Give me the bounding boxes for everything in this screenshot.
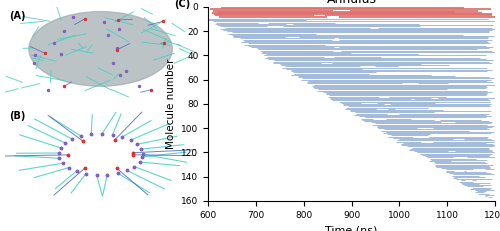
Text: (A): (A) (9, 11, 26, 21)
Ellipse shape (29, 12, 172, 86)
Y-axis label: Molecule number: Molecule number (166, 59, 175, 149)
Text: (C): (C) (174, 0, 190, 9)
Text: (B): (B) (9, 111, 25, 122)
X-axis label: Time (ns): Time (ns) (326, 225, 378, 231)
Title: Annulus: Annulus (326, 0, 376, 6)
